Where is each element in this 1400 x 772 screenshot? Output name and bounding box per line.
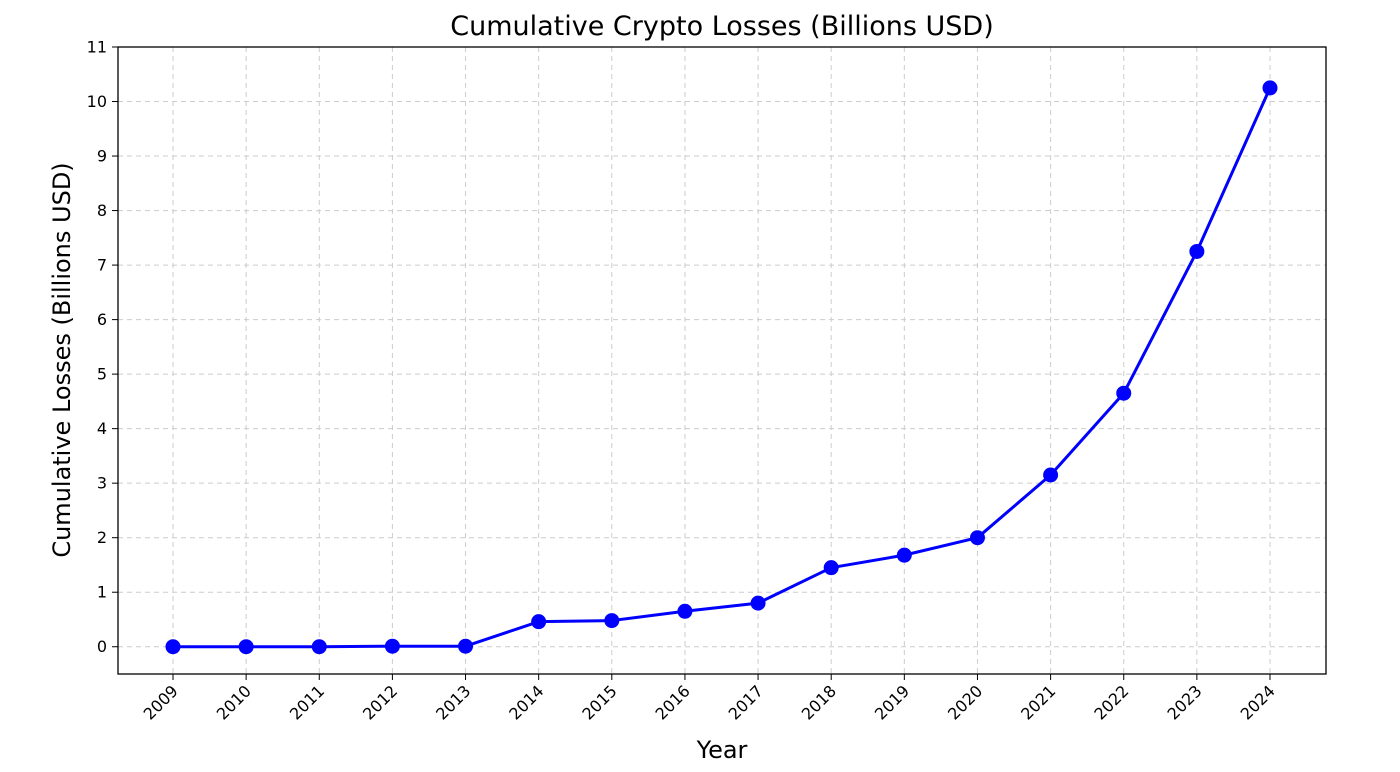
x-tick-label: 2023: [1163, 681, 1205, 723]
chart-title: Cumulative Crypto Losses (Billions USD): [450, 11, 994, 42]
y-axis: 0 1 2 3 4 5 6 7 8 9 10 11: [87, 38, 118, 656]
x-tick-label: 2024: [1237, 681, 1279, 723]
x-tick-label: 2017: [725, 681, 767, 723]
data-point: [458, 638, 474, 654]
plot-frame: [117, 46, 1327, 675]
data-point: [604, 613, 620, 629]
y-tick-label: 11: [87, 38, 107, 57]
data-point: [165, 639, 181, 655]
x-tick-label: 2018: [798, 681, 840, 723]
data-point: [311, 639, 327, 655]
data-point: [1116, 385, 1132, 401]
x-tick-label: 2010: [213, 681, 255, 723]
data-point: [823, 560, 839, 576]
data-point: [677, 603, 693, 619]
x-axis: 2009 2010 2011 2012 2013 2014 2015 2016 2017 2018…: [140, 674, 1279, 724]
y-tick-label: 5: [97, 365, 107, 384]
y-tick-label: 4: [97, 419, 107, 438]
x-tick-label: 2021: [1017, 681, 1059, 723]
data-point: [531, 614, 547, 630]
y-tick-label: 2: [97, 528, 107, 547]
x-tick-label: 2020: [944, 681, 986, 723]
x-tick-label: 2015: [578, 681, 620, 723]
data-point: [969, 530, 985, 546]
x-tick-label: 2016: [652, 681, 694, 723]
data-point: [750, 595, 766, 611]
y-tick-label: 10: [87, 92, 107, 111]
y-tick-label: 7: [97, 256, 107, 275]
data-point: [896, 547, 912, 563]
x-tick-label: 2022: [1090, 681, 1132, 723]
data-point: [1043, 467, 1059, 483]
data-point: [384, 638, 400, 654]
data-point: [1189, 243, 1205, 259]
grid: [118, 46, 1326, 674]
x-tick-label: 2019: [871, 681, 913, 723]
x-tick-label: 2013: [432, 681, 474, 723]
x-tick-label: 2012: [359, 681, 401, 723]
x-tick-label: 2009: [140, 681, 182, 723]
x-tick-label: 2014: [505, 681, 547, 723]
y-tick-label: 3: [97, 474, 107, 493]
x-tick-label: 2011: [286, 681, 328, 723]
series-line: [173, 87, 1272, 649]
y-tick-label: 8: [97, 201, 107, 220]
y-tick-label: 0: [97, 637, 107, 656]
series-group: [165, 80, 1278, 655]
y-tick-label: 9: [97, 147, 107, 166]
y-axis-title: Cumulative Losses (Billions USD): [48, 162, 76, 557]
y-tick-label: 1: [97, 583, 107, 602]
data-point: [238, 639, 254, 655]
y-tick-label: 6: [97, 310, 107, 329]
data-point: [1262, 80, 1278, 96]
x-axis-title: Year: [696, 736, 748, 764]
